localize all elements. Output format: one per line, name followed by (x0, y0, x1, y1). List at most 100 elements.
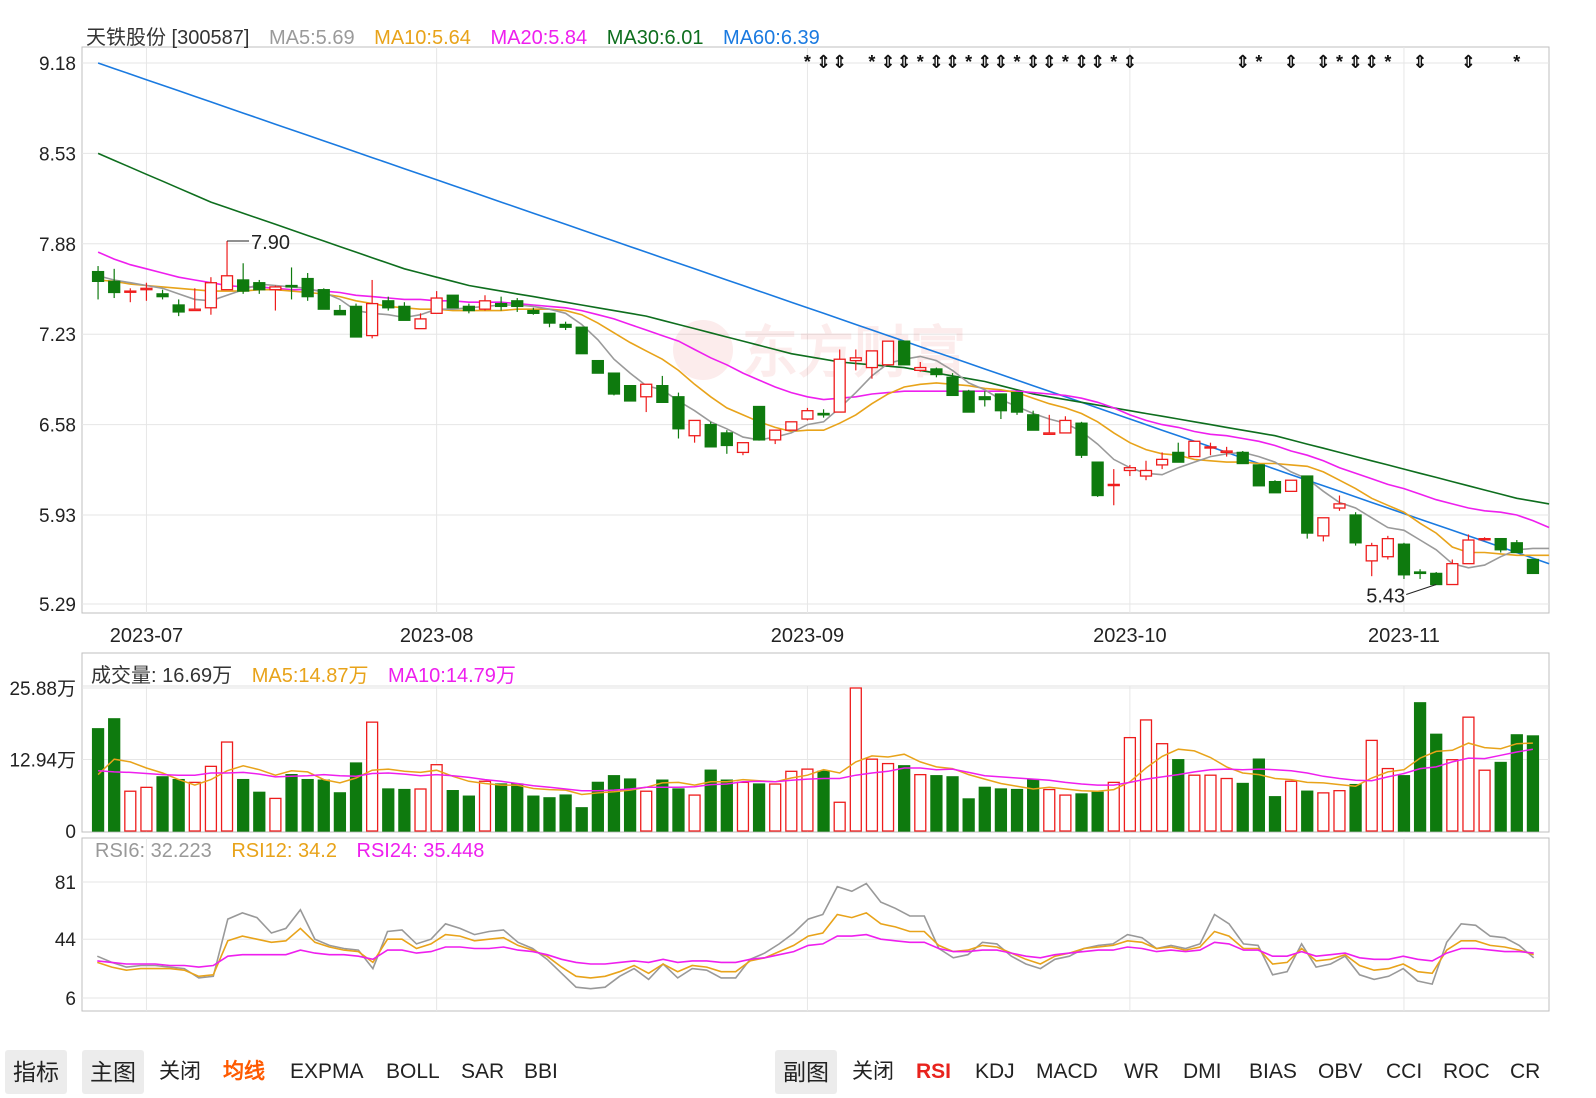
wr-button[interactable]: WR (1124, 1060, 1159, 1083)
ma20-label: MA20:5.84 (490, 27, 588, 49)
candle-body (1510, 542, 1523, 554)
event-mark: ⇕ (832, 52, 847, 72)
event-mark: ⇕ (1090, 52, 1105, 72)
volume-bar (124, 790, 137, 832)
sub-chart-button[interactable]: 副图 (775, 1050, 837, 1094)
volume-bar (1494, 761, 1507, 832)
volume-bar (349, 762, 363, 832)
candle-body (785, 421, 798, 431)
event-mark: ⇕ (816, 52, 831, 72)
ma10-line (98, 279, 1550, 557)
volume-bar (656, 779, 669, 832)
rsi-legend: RSI6: 32.223 RSI12: 34.2 RSI24: 35.448 (95, 840, 498, 863)
volume-bar (1043, 788, 1056, 832)
watermark-text: 东方财富 (742, 321, 966, 384)
event-mark: ⇕ (1364, 52, 1379, 72)
price-tick-label: 6.58 (39, 416, 76, 437)
candle-body (1413, 571, 1427, 575)
candle-body (1317, 517, 1330, 537)
date-tick-label: 2023-10 (1093, 625, 1166, 647)
event-mark: ⇕ (1235, 52, 1250, 72)
volume-panel-frame (81, 652, 1550, 833)
dmi-button[interactable]: DMI (1183, 1060, 1222, 1083)
volume-bar (317, 779, 330, 832)
candle-body (511, 300, 524, 308)
event-mark: ⇕ (1461, 52, 1476, 72)
event-mark: ⇕ (993, 52, 1008, 72)
candle-body (269, 286, 282, 291)
vma10-line (98, 748, 1534, 792)
event-mark: * (1384, 52, 1391, 72)
indicators-button[interactable]: 指标 (5, 1050, 67, 1094)
volume-bar (253, 791, 266, 832)
candle-body (398, 305, 411, 321)
candle-body (720, 432, 733, 447)
rsi6-line (96, 882, 1535, 990)
rsi-button[interactable]: RSI (916, 1060, 952, 1083)
bias-button[interactable]: BIAS (1249, 1060, 1297, 1083)
volume-bar (1236, 782, 1249, 832)
candle-body (1059, 419, 1072, 434)
sub-close-button[interactable]: 关闭 (852, 1060, 894, 1083)
boll-button[interactable]: BOLL (386, 1060, 440, 1083)
main-chart-button[interactable]: 主图 (82, 1050, 144, 1094)
candle-body (1252, 464, 1265, 487)
candle-body (366, 302, 379, 337)
volume-bar (962, 798, 975, 832)
event-mark: * (1110, 52, 1117, 72)
candle-body (494, 302, 508, 308)
candle-body (527, 309, 540, 314)
event-mark: * (917, 52, 924, 72)
volume-bar (543, 797, 556, 832)
event-mark: ⇕ (977, 52, 992, 72)
volume-bar (511, 783, 524, 832)
candle-body (462, 305, 476, 312)
volume-bar (91, 728, 105, 832)
main-close-button[interactable]: 关闭 (159, 1060, 201, 1083)
candle-body (1010, 391, 1024, 413)
ma60-label: MA60:6.39 (723, 27, 820, 49)
ma-line-button[interactable]: 均线 (223, 1060, 265, 1083)
volume-bar (285, 773, 298, 832)
expma-button[interactable]: EXPMA (290, 1060, 364, 1083)
volume-bar (220, 741, 234, 832)
volume-bar (1091, 791, 1104, 832)
volume-bar (1446, 759, 1459, 832)
price-tick-label: 7.88 (39, 235, 76, 256)
macd-button[interactable]: MACD (1036, 1060, 1098, 1083)
cr-button[interactable]: CR (1510, 1060, 1541, 1083)
volume-bar (704, 769, 717, 832)
price-tick-label: 9.18 (39, 54, 76, 75)
volume-legend: 成交量: 16.69万 MA5:14.87万 MA10:14.79万 (91, 659, 530, 688)
volume-bar (414, 788, 427, 832)
volume-bar (1462, 716, 1475, 832)
candle-body (1027, 414, 1040, 431)
volume-bar (978, 786, 991, 832)
volume-bar (1365, 739, 1378, 832)
volume-bar (430, 764, 443, 832)
volume-bar (559, 794, 572, 832)
candle-body (1430, 572, 1443, 586)
rsi12-label: RSI12: 34.2 (231, 840, 337, 862)
volume-bar (1349, 783, 1362, 832)
bbi-button[interactable]: BBI (524, 1060, 558, 1083)
volume-bar (1172, 759, 1185, 832)
candle-body (220, 275, 234, 291)
volume-bar (801, 768, 814, 832)
sar-button[interactable]: SAR (461, 1060, 505, 1083)
candle-body (1268, 480, 1282, 494)
vma5-line (97, 742, 1533, 796)
candle-body (736, 442, 750, 454)
candle-body (898, 340, 911, 366)
kdj-button[interactable]: KDJ (975, 1060, 1015, 1083)
price-tick-label: 7.23 (39, 325, 76, 346)
rsi12-line (97, 912, 1534, 979)
candle-body (962, 390, 975, 413)
obv-button[interactable]: OBV (1318, 1060, 1363, 1083)
roc-button[interactable]: ROC (1443, 1060, 1490, 1083)
cci-button[interactable]: CCI (1386, 1060, 1423, 1083)
event-mark: ⇕ (929, 52, 944, 72)
candle-body (704, 423, 717, 448)
candle-body (430, 297, 443, 314)
rsi-panel-frame (81, 837, 1550, 1012)
